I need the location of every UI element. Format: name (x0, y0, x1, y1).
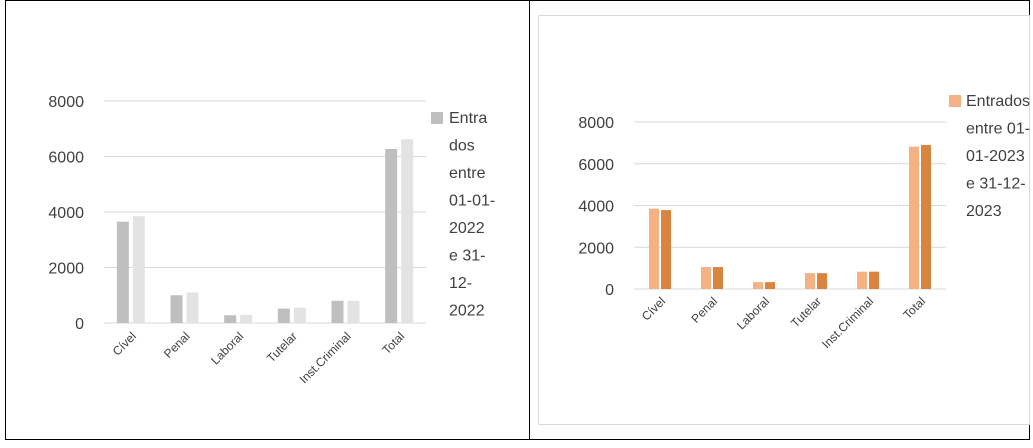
legend-line: 01-01- (449, 193, 495, 210)
bar (401, 139, 414, 323)
legend-line: 12- (449, 275, 472, 292)
legend-line: dos (449, 138, 475, 155)
chart-2022: 0 2000 4000 6000 8000 Cível Penal Laboral Tutela… (48, 94, 495, 386)
legend-line: 2023 (966, 203, 1002, 220)
bar (277, 308, 290, 323)
bar (661, 210, 671, 289)
bar (170, 295, 183, 323)
legend-line: entre 01- (966, 121, 1030, 138)
y-tick-label: 6000 (578, 157, 614, 174)
y-tick-label: 2000 (48, 261, 84, 278)
y-tick-label: 8000 (48, 94, 84, 111)
category-label: Penal (689, 294, 721, 326)
y-tick-label: 4000 (48, 205, 84, 222)
category-label: Inst.Criminal (819, 294, 876, 351)
legend-line: 01-2023 (966, 148, 1025, 165)
bar (224, 315, 237, 323)
category-label: Tutelar (264, 329, 300, 365)
category-label: Laboral (208, 329, 246, 367)
category-label: Penal (161, 329, 193, 361)
bar (857, 271, 867, 289)
legend-swatch (949, 95, 961, 107)
category-label: Cível (639, 294, 668, 323)
bar (385, 149, 398, 323)
y-tick-label: 8000 (578, 115, 614, 132)
bar (909, 146, 919, 289)
bar (649, 208, 659, 289)
category-label: Inst.Criminal (297, 329, 354, 386)
chart-2023: 0 2000 4000 6000 8000 Cível Penal Laboral Tutela… (578, 93, 1030, 351)
bar (132, 216, 145, 323)
bar (347, 300, 360, 323)
category-label: Total (379, 329, 407, 357)
category-label: Laboral (734, 294, 772, 332)
bar (186, 292, 199, 323)
category-label: Cível (110, 329, 139, 358)
y-tick-label: 4000 (578, 199, 614, 216)
legend-line: 2022 (449, 303, 485, 320)
bar (293, 307, 306, 323)
chart-2023-frame: 0 2000 4000 6000 8000 Cível Penal Laboral Tutela… (538, 15, 1030, 425)
bar (817, 273, 827, 289)
bar (331, 300, 344, 323)
legend-line: entre (449, 165, 486, 182)
bar (240, 314, 253, 323)
legend-line: Entra (449, 110, 487, 127)
y-tick-label: 0 (605, 282, 614, 299)
right-chart-cell: 0 2000 4000 6000 8000 Cível Penal Laboral Tutela… (530, 0, 1030, 440)
y-tick-label: 0 (75, 316, 84, 333)
bar (805, 273, 815, 289)
bar (869, 271, 879, 289)
bar (765, 282, 775, 289)
legend-line: e 31-12- (966, 176, 1026, 193)
bar (753, 282, 763, 289)
legend-swatch (431, 112, 443, 124)
left-chart-cell: 0 2000 4000 6000 8000 Cível Penal Laboral Tutela… (5, 0, 530, 440)
y-tick-label: 2000 (578, 240, 614, 257)
legend-line: Entrados (966, 93, 1030, 110)
legend-label: Entrados entre 01- 01-2023 e 31-12- 2023 (966, 93, 1030, 220)
bar (116, 221, 129, 323)
bar (701, 267, 711, 289)
bar (921, 144, 931, 289)
legend-label: Entra dos entre 01-01- 2022 e 31- 12- 2022 (449, 110, 495, 320)
legend-line: 2022 (449, 220, 485, 237)
y-tick-label: 6000 (48, 150, 84, 167)
category-label: Tutelar (788, 294, 824, 330)
category-label: Total (900, 294, 928, 322)
bar (713, 267, 723, 289)
legend-line: e 31- (449, 248, 485, 265)
